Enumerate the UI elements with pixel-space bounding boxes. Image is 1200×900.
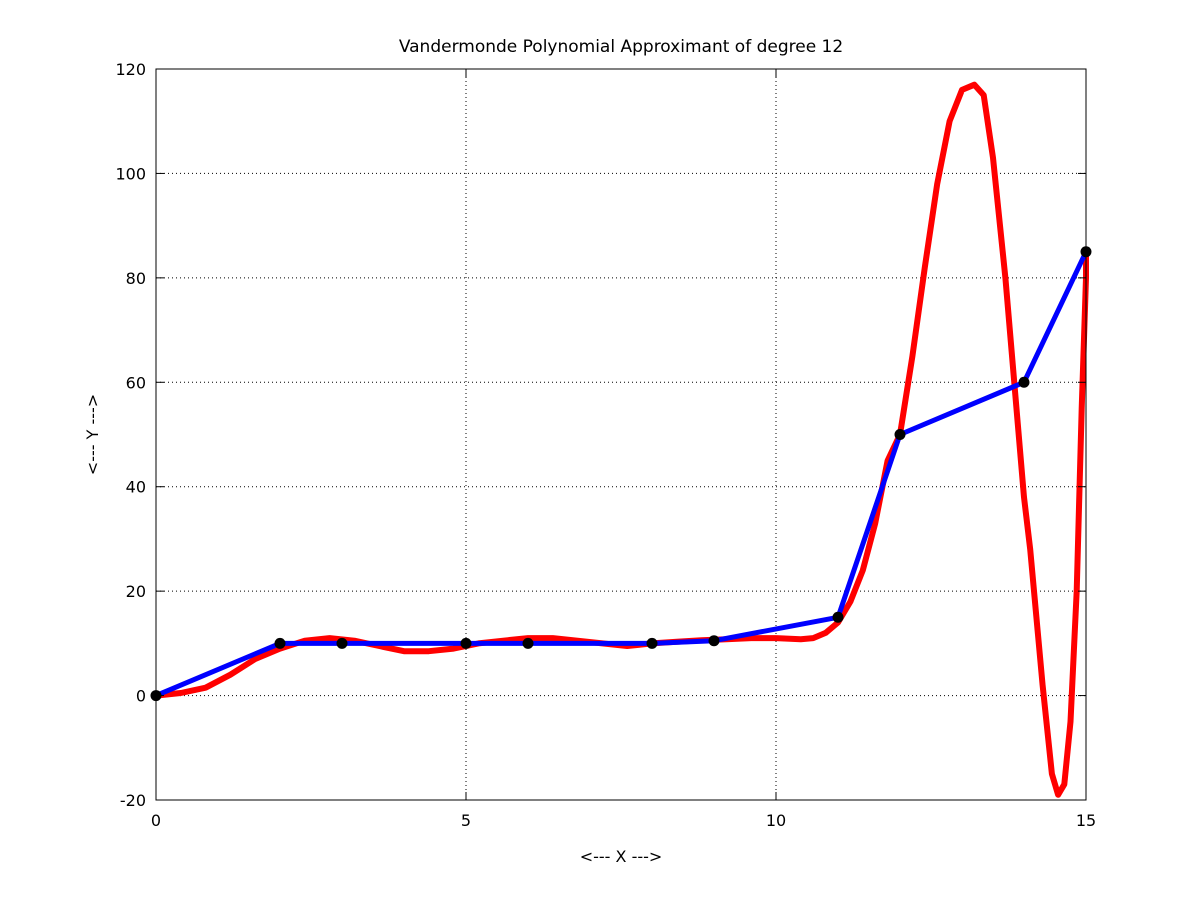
x-tick-label: 15 bbox=[1076, 811, 1096, 830]
ticks: 0 5 10 15 -20 0 20 40 60 80 100 120 bbox=[115, 60, 1096, 830]
data-point bbox=[460, 637, 472, 649]
x-tick-label: 5 bbox=[461, 811, 471, 830]
data-point bbox=[274, 637, 286, 649]
y-tick-label: 20 bbox=[126, 582, 146, 601]
data-point bbox=[894, 429, 906, 440]
x-axis-label: <--- X ---> bbox=[580, 847, 663, 866]
series-layer bbox=[150, 81, 1092, 798]
data-point bbox=[708, 635, 720, 647]
data-point bbox=[832, 611, 844, 623]
plot-area bbox=[156, 69, 1086, 800]
plot-frame bbox=[155, 68, 1087, 801]
polynomial-series-line bbox=[153, 81, 1089, 798]
y-tick-label: 40 bbox=[126, 478, 146, 497]
data-point bbox=[336, 637, 348, 649]
y-tick-label: 0 bbox=[136, 687, 146, 706]
y-tick-label: 120 bbox=[115, 60, 146, 79]
y-tick-label: 80 bbox=[126, 269, 146, 288]
chart-title: Vandermonde Polynomial Approximant of de… bbox=[399, 37, 843, 57]
data-point bbox=[1018, 376, 1030, 388]
data-point bbox=[522, 637, 534, 649]
x-tick-label: 10 bbox=[766, 811, 786, 830]
y-tick-label: -20 bbox=[120, 791, 146, 810]
data-point bbox=[646, 637, 658, 649]
y-axis-label: <--- Y ---> bbox=[83, 394, 102, 475]
x-tick-label: 0 bbox=[151, 811, 161, 830]
y-tick-label: 60 bbox=[126, 373, 146, 392]
grid bbox=[156, 69, 1086, 800]
y-tick-label: 100 bbox=[115, 164, 146, 183]
